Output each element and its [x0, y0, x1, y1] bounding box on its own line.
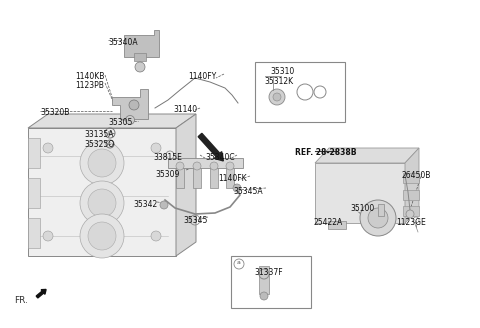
- Polygon shape: [28, 114, 196, 128]
- Text: 25422A: 25422A: [313, 218, 342, 227]
- Polygon shape: [176, 114, 196, 256]
- Circle shape: [125, 115, 134, 125]
- Polygon shape: [112, 89, 148, 119]
- Text: 35340C: 35340C: [205, 153, 235, 162]
- Text: 35345: 35345: [183, 216, 207, 225]
- Text: 35345A: 35345A: [233, 187, 263, 196]
- Bar: [193, 168, 201, 188]
- Circle shape: [233, 184, 241, 192]
- Bar: [226, 168, 234, 188]
- Text: 1123PB: 1123PB: [75, 81, 104, 90]
- Circle shape: [210, 162, 218, 170]
- Circle shape: [151, 143, 161, 153]
- Circle shape: [43, 231, 53, 241]
- Circle shape: [88, 222, 116, 250]
- Bar: [259, 266, 269, 294]
- Circle shape: [176, 162, 184, 170]
- Polygon shape: [28, 128, 176, 256]
- Text: 33815E: 33815E: [153, 153, 182, 162]
- Text: FR.: FR.: [14, 296, 28, 305]
- Text: 26450B: 26450B: [401, 171, 431, 180]
- Circle shape: [135, 62, 145, 72]
- FancyArrow shape: [36, 289, 46, 298]
- Circle shape: [360, 200, 396, 236]
- Bar: [328, 221, 346, 229]
- Bar: [255, 62, 345, 122]
- Polygon shape: [315, 148, 419, 163]
- Bar: [403, 173, 419, 183]
- Bar: [231, 256, 311, 308]
- Bar: [28, 218, 40, 248]
- Circle shape: [88, 189, 116, 217]
- Text: 35325O: 35325O: [84, 140, 114, 149]
- Circle shape: [80, 214, 124, 258]
- Bar: [403, 190, 419, 200]
- Text: 35340A: 35340A: [108, 38, 138, 47]
- Text: 33135A: 33135A: [84, 130, 113, 139]
- Text: 1140FK: 1140FK: [218, 174, 247, 183]
- Circle shape: [226, 162, 234, 170]
- Text: 1123GE: 1123GE: [396, 218, 426, 227]
- Text: 1140KB: 1140KB: [75, 72, 104, 81]
- Text: 1140FY: 1140FY: [188, 72, 216, 81]
- Circle shape: [108, 131, 112, 135]
- Polygon shape: [405, 148, 419, 223]
- Circle shape: [43, 143, 53, 153]
- Text: 35320B: 35320B: [40, 108, 70, 117]
- Text: 35312K: 35312K: [264, 77, 293, 86]
- Bar: [176, 168, 184, 188]
- Circle shape: [80, 141, 124, 185]
- Bar: [28, 138, 40, 168]
- Polygon shape: [315, 163, 405, 223]
- Circle shape: [193, 162, 201, 170]
- Bar: [134, 53, 146, 61]
- Bar: [210, 168, 218, 188]
- Text: REF. 28-2838B: REF. 28-2838B: [295, 148, 357, 157]
- Circle shape: [260, 292, 268, 300]
- Circle shape: [273, 93, 281, 101]
- Text: 31140: 31140: [173, 105, 197, 114]
- Text: 35305: 35305: [108, 118, 132, 127]
- Bar: [378, 204, 384, 216]
- Circle shape: [129, 100, 139, 110]
- Circle shape: [88, 149, 116, 177]
- Bar: [168, 158, 243, 168]
- Polygon shape: [124, 30, 159, 57]
- Text: 31337F: 31337F: [254, 268, 283, 277]
- Circle shape: [368, 208, 388, 228]
- Bar: [28, 178, 40, 208]
- Text: 35100: 35100: [350, 204, 374, 213]
- Circle shape: [160, 201, 168, 209]
- Text: a: a: [237, 260, 241, 265]
- Text: 35309: 35309: [155, 170, 180, 179]
- Text: 35310: 35310: [270, 67, 294, 76]
- Bar: [403, 206, 419, 216]
- Text: 35342: 35342: [133, 200, 157, 209]
- Circle shape: [406, 210, 414, 218]
- Circle shape: [80, 181, 124, 225]
- FancyArrow shape: [198, 133, 223, 161]
- Circle shape: [269, 89, 285, 105]
- Circle shape: [151, 231, 161, 241]
